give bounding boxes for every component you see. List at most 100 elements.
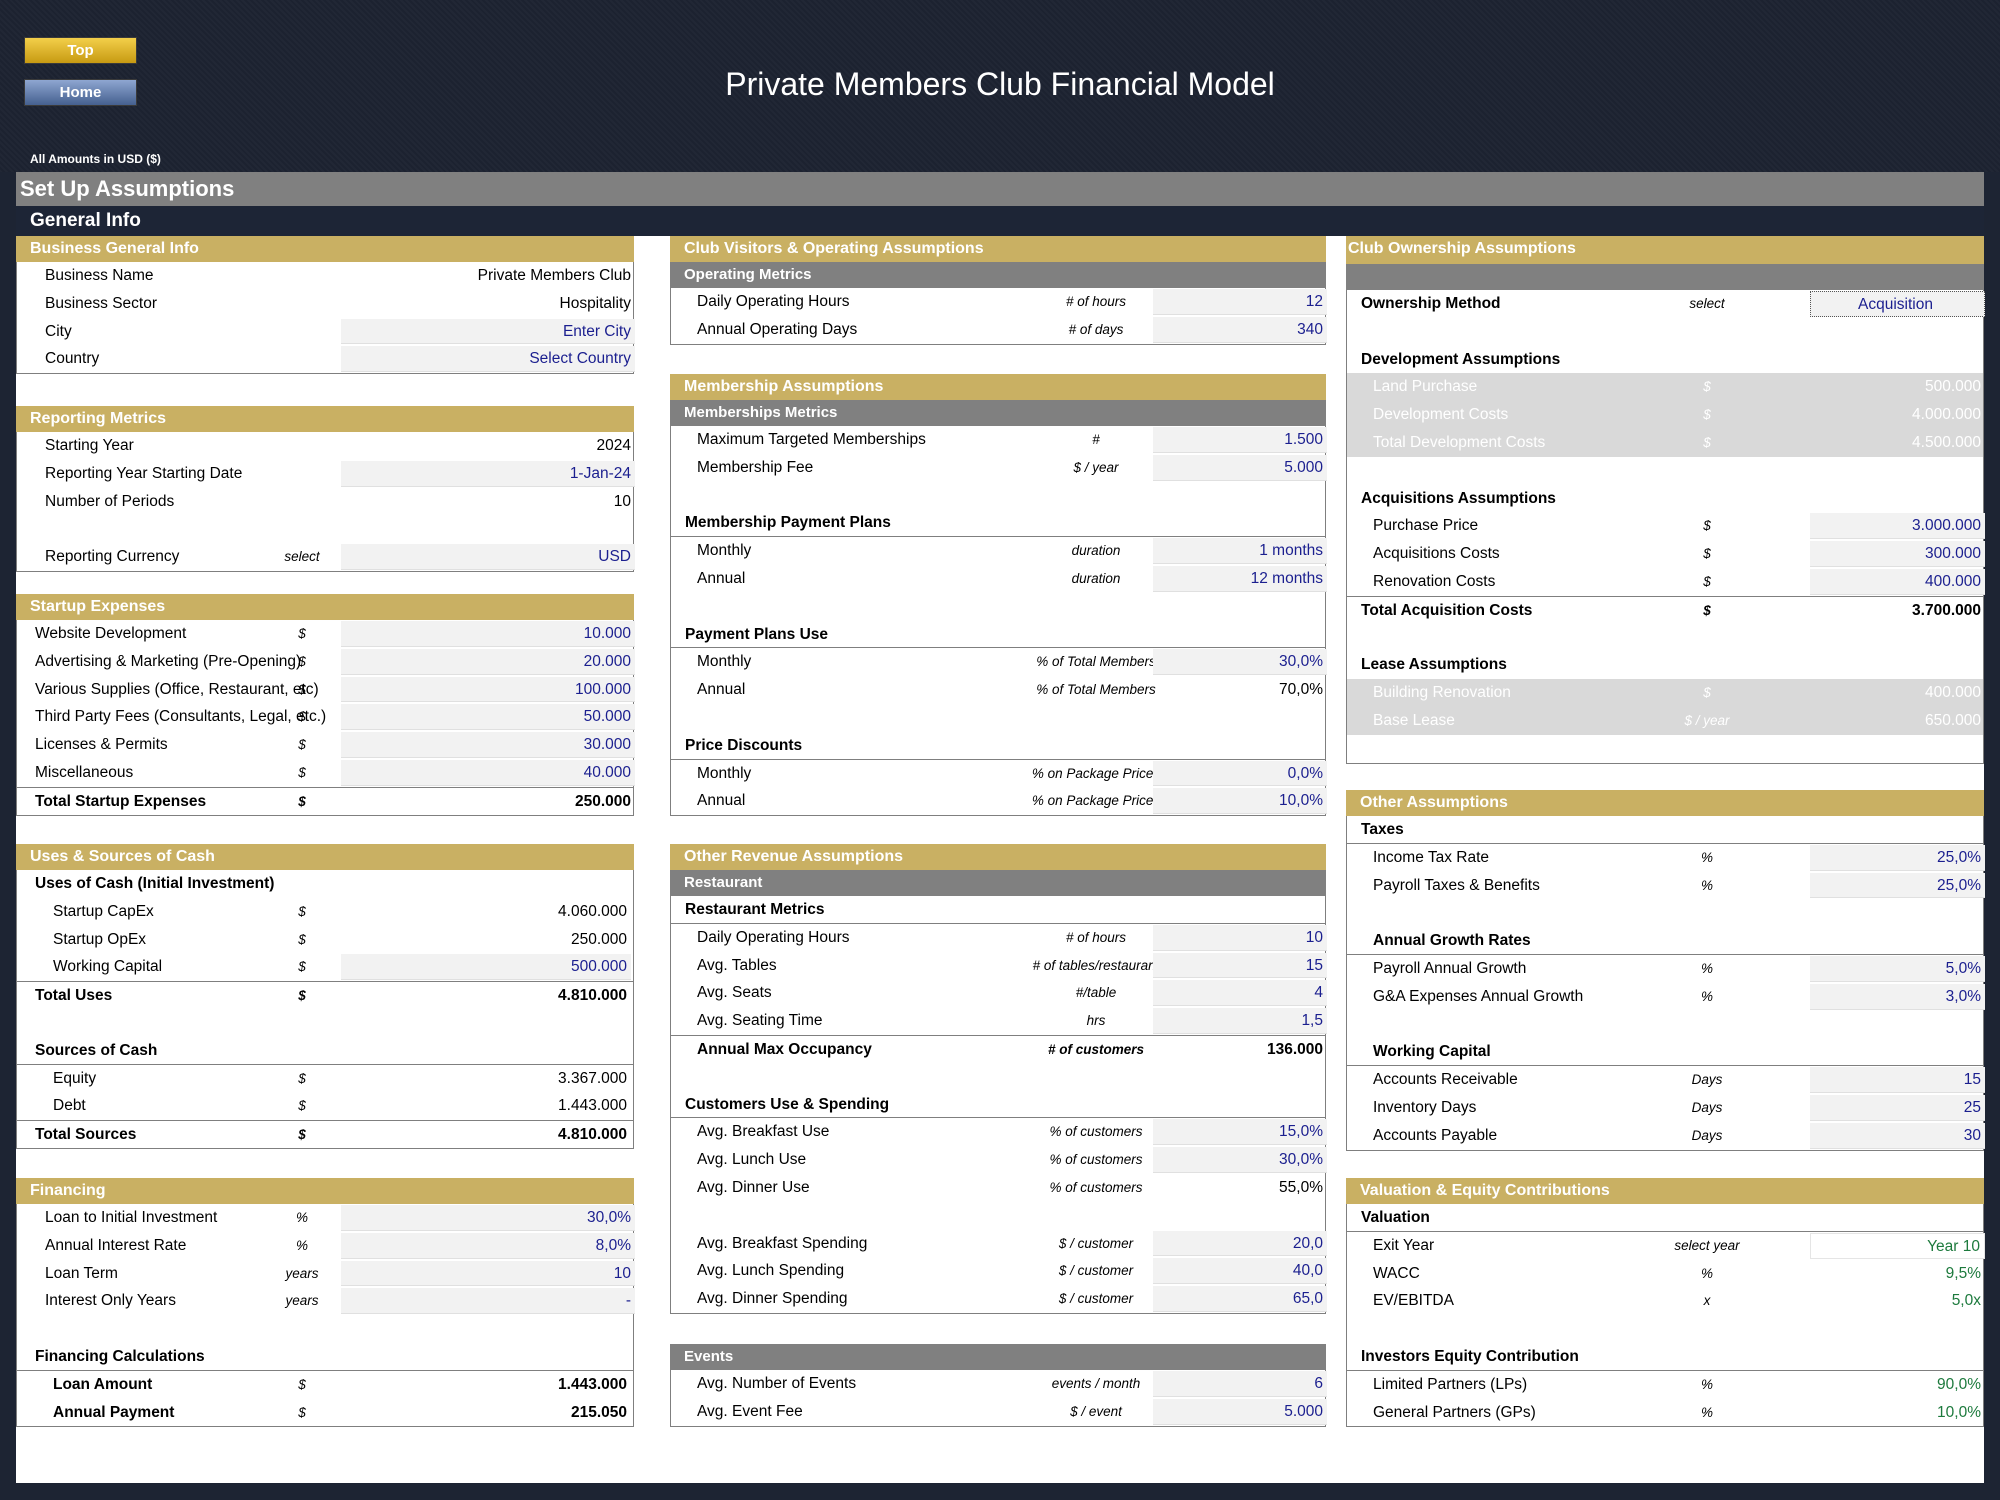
business-header: Business General Info bbox=[16, 236, 634, 262]
input-cell[interactable]: 30,0% bbox=[1153, 1147, 1327, 1173]
row-startup: Total Startup Expenses $250.000 bbox=[17, 786, 633, 815]
input-cell[interactable]: 25,0% bbox=[1810, 872, 1985, 899]
uses-title: Uses of Cash (Initial Investment) bbox=[17, 870, 633, 898]
input-cell[interactable]: 10.000 bbox=[341, 621, 635, 647]
row-operating: Annual Operating Days # of days 340 bbox=[671, 316, 1327, 344]
other-revenue-rows: Restaurant Metrics Daily Operating Hours #… bbox=[670, 896, 1327, 1314]
row-customer-use: Avg. Lunch Use % of customers 30,0% bbox=[671, 1146, 1327, 1174]
row-label: Avg. Seating Time bbox=[697, 1012, 823, 1030]
row-restaurant: Annual Max Occupancy # of customers 136.00… bbox=[671, 1034, 1325, 1063]
row-unit: % bbox=[1700, 849, 1713, 865]
row-spending: Avg. Breakfast Spending $ / customer 20,0 bbox=[671, 1230, 1327, 1258]
input-cell[interactable]: Acquisition bbox=[1810, 291, 1985, 317]
input-cell[interactable]: 1.500 bbox=[1153, 427, 1327, 453]
row-event: Avg. Number of Events events / month 6 bbox=[671, 1370, 1327, 1398]
row-unit: $ bbox=[298, 653, 306, 669]
input-cell[interactable]: 50.000 bbox=[341, 704, 635, 731]
row-label: Reporting Year Starting Date bbox=[45, 464, 243, 482]
input-cell[interactable]: 1-Jan-24 bbox=[341, 460, 635, 487]
input-cell[interactable]: 25 bbox=[1810, 1094, 1985, 1121]
input-cell[interactable]: 15 bbox=[1810, 1067, 1985, 1093]
input-cell[interactable]: 12 bbox=[1153, 289, 1327, 315]
row-unit: $ bbox=[298, 903, 306, 919]
valuation-header: Valuation & Equity Contributions bbox=[1346, 1178, 1984, 1204]
row-working-capital: Accounts Payable Days 30 bbox=[1347, 1122, 1985, 1150]
financing-calc-title-text: Financing Calculations bbox=[35, 1347, 205, 1365]
top-button[interactable]: Top bbox=[24, 37, 137, 64]
value-cell: 3.700.000 bbox=[1912, 601, 1981, 619]
input-cell[interactable]: 30 bbox=[1810, 1122, 1985, 1149]
uses-rows: Uses of Cash (Initial Investment) Startup… bbox=[16, 870, 634, 1149]
input-cell[interactable]: 100.000 bbox=[341, 676, 635, 703]
input-cell[interactable]: 10,0% bbox=[1153, 788, 1327, 815]
input-cell[interactable]: 3,0% bbox=[1810, 983, 1985, 1010]
row-label: Annual Interest Rate bbox=[45, 1236, 187, 1254]
row-unit: $ bbox=[1703, 434, 1711, 450]
ownership-rows: Ownership Method select Acquisition Develop… bbox=[1346, 290, 1985, 764]
row-unit: # of customers bbox=[1047, 1041, 1145, 1057]
input-cell[interactable]: 6 bbox=[1153, 1371, 1327, 1397]
home-button[interactable]: Home bbox=[24, 79, 137, 106]
input-cell[interactable]: 1,5 bbox=[1153, 1008, 1327, 1034]
row-unit: # of hours bbox=[1065, 294, 1127, 309]
input-cell[interactable]: 30,0% bbox=[341, 1205, 635, 1231]
input-cell[interactable]: 340 bbox=[1153, 316, 1327, 343]
input-cell[interactable]: 5.000 bbox=[1153, 454, 1327, 481]
input-cell[interactable]: 5,0% bbox=[1810, 955, 1985, 982]
price-discounts-title-text: Price Discounts bbox=[685, 736, 803, 754]
row-label: Various Supplies (Office, Restaurant, et… bbox=[35, 680, 319, 698]
row-unit: % bbox=[1700, 1265, 1713, 1281]
input-cell[interactable]: 40,0 bbox=[1153, 1258, 1327, 1285]
row-label: Daily Operating Hours bbox=[697, 928, 850, 946]
row-unit: $ bbox=[298, 681, 306, 697]
sources-title: Sources of Cash bbox=[17, 1037, 633, 1065]
input-cell[interactable]: USD bbox=[341, 544, 635, 570]
input-cell[interactable]: 1 months bbox=[1153, 538, 1327, 564]
input-cell[interactable]: 10 bbox=[341, 1260, 635, 1287]
input-cell[interactable]: 20,0 bbox=[1153, 1230, 1327, 1257]
row-label: Maximum Targeted Memberships bbox=[697, 431, 926, 448]
input-cell[interactable]: 30,0% bbox=[1153, 649, 1327, 676]
row-use: Working Capital $500.000 bbox=[17, 953, 633, 981]
input-cell[interactable]: - bbox=[341, 1288, 635, 1315]
row-acquisition: Renovation Costs $400.000 bbox=[1347, 568, 1985, 596]
row-unit: % of customers bbox=[1049, 1152, 1143, 1168]
input-cell[interactable]: 0,0% bbox=[1153, 760, 1327, 787]
uses-sources-of-cash: Uses & Sources of Cash Uses of Cash (Init… bbox=[16, 844, 634, 1149]
row-unit: $ / event bbox=[1070, 1403, 1122, 1419]
row-label: Ownership Method bbox=[1361, 295, 1501, 312]
row-label: Renovation Costs bbox=[1373, 572, 1496, 590]
input-cell[interactable]: 15 bbox=[1153, 952, 1327, 979]
input-cell[interactable]: Year 10 bbox=[1810, 1232, 1985, 1259]
input-cell[interactable]: Select Country bbox=[341, 346, 635, 373]
row-unit: % of customers bbox=[1049, 1124, 1143, 1140]
input-cell[interactable]: Enter City bbox=[341, 318, 635, 345]
input-cell[interactable]: 25,0% bbox=[1810, 844, 1985, 871]
input-cell[interactable]: 500.000 bbox=[341, 954, 631, 981]
row-unit: $ bbox=[298, 1098, 306, 1114]
row-business: Business Name Private Members Club bbox=[17, 262, 633, 290]
visitors-rows: Daily Operating Hours # of hours 12 Annual … bbox=[670, 288, 1327, 345]
input-cell[interactable]: 400.000 bbox=[1810, 568, 1985, 595]
input-cell[interactable]: 300.000 bbox=[1810, 541, 1985, 567]
row-label: Total Acquisition Costs bbox=[1361, 601, 1533, 619]
input-cell[interactable]: 12 months bbox=[1153, 565, 1327, 592]
input-cell[interactable]: 30.000 bbox=[341, 732, 635, 758]
input-cell[interactable]: 3.000.000 bbox=[1810, 513, 1985, 540]
row-unit: Days bbox=[1691, 1127, 1723, 1143]
input-cell[interactable]: 10 bbox=[1153, 924, 1327, 951]
input-cell[interactable]: 8,0% bbox=[341, 1232, 635, 1259]
taxes-title: Taxes bbox=[1347, 816, 1983, 844]
development-title-text: Development Assumptions bbox=[1361, 350, 1561, 368]
input-cell[interactable]: 20.000 bbox=[341, 648, 635, 675]
input-cell[interactable]: 40.000 bbox=[341, 759, 635, 786]
row-financing: Loan to Initial Investment% 30,0% bbox=[17, 1204, 635, 1232]
input-cell[interactable]: 65,0 bbox=[1153, 1286, 1327, 1312]
input-cell[interactable]: 4 bbox=[1153, 980, 1327, 1007]
row-startup: Advertising & Marketing (Pre-Opening) $20… bbox=[17, 648, 635, 676]
startup-rows: Website Development $10.000 Advertising & … bbox=[16, 620, 635, 816]
input-cell[interactable]: 15,0% bbox=[1153, 1119, 1327, 1146]
input-cell[interactable]: 5.000 bbox=[1153, 1398, 1327, 1425]
row-restaurant: Avg. Seats #/table 4 bbox=[671, 979, 1327, 1007]
row-unit: % bbox=[1700, 960, 1713, 976]
